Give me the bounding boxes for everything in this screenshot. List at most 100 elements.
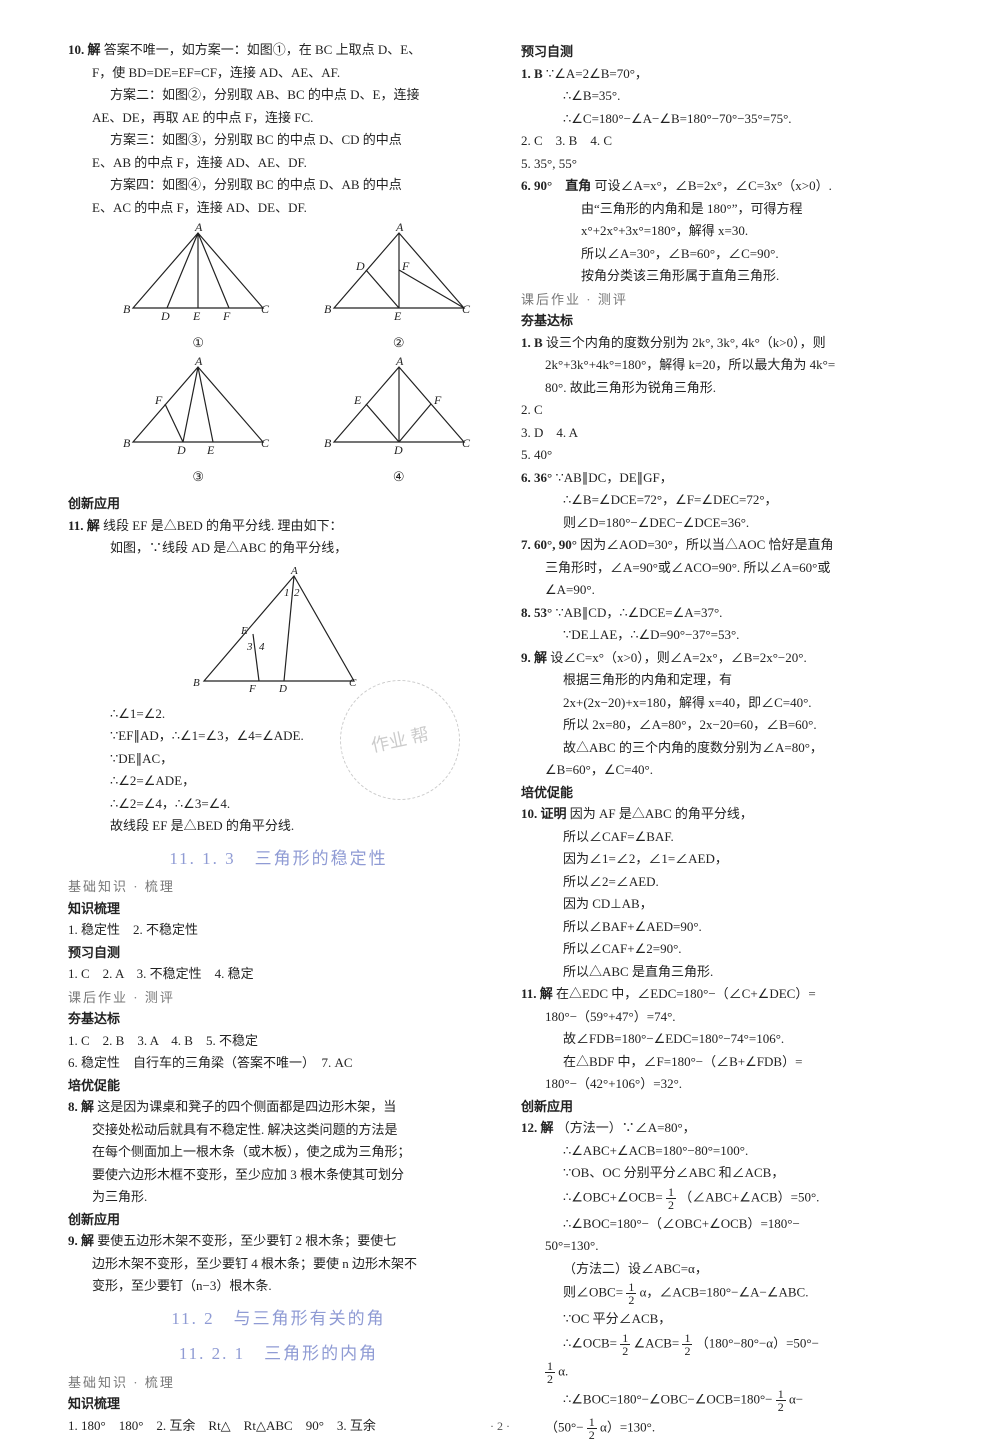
- kq12-m2-l4b: ∠ACB=: [634, 1335, 680, 1350]
- q8-l1: 这是因为课桌和凳子的四个侧面都是四边形木架，当: [97, 1099, 396, 1114]
- svg-text:C: C: [349, 677, 357, 689]
- kq6-header: 6. 36°: [521, 470, 552, 485]
- kq12-m2-l4d-line: 12 α.: [521, 1360, 942, 1385]
- svg-text:F: F: [248, 683, 256, 695]
- diag2-label: ②: [324, 333, 474, 353]
- kq9-l6: ∠B=60°，∠C=40°.: [521, 760, 942, 780]
- svg-text:A: A: [395, 357, 404, 368]
- zssl-heading-2: 知识梳理: [68, 1394, 489, 1414]
- q11-l2: 如图，∵线段 AD 是△ABC 的角平分线，: [68, 538, 489, 558]
- kq9-l4: 所以 2x=80，∠A=80°，2x−20=60，∠B=60°.: [521, 715, 942, 735]
- q11-l6: ∴∠2=∠ADE，: [68, 771, 489, 791]
- kq12-m2-l4c: （180°−80°−α）=50°−: [696, 1335, 819, 1350]
- cxyy-heading-2: 创新应用: [68, 1210, 489, 1230]
- kq12-m2-l4a: ∴∠OCB=: [563, 1335, 617, 1350]
- kq12-m1-l4a: ∴∠OBC+∠OCB=: [563, 1189, 663, 1204]
- q10-l5: 方案三：如图③，分别取 BC 的中点 D、CD 的中点: [68, 130, 489, 150]
- kq9-l2: 根据三角形的内角和定理，有: [521, 670, 942, 690]
- svg-text:E: E: [393, 309, 402, 323]
- kq7-header: 7. 60°, 90°: [521, 537, 577, 552]
- kq10: 10. 证明 因为 AF 是△ABC 的角平分线，: [521, 804, 942, 824]
- pycn-heading-1: 培优促能: [68, 1076, 489, 1096]
- q11-l7: ∴∠2=∠4，∴∠3=∠4.: [68, 794, 489, 814]
- jczs-heading-2: 基础知识 · 梳理: [68, 1373, 489, 1393]
- diagram-4: A BC EF D ④: [324, 357, 474, 487]
- rq6-l5: 按角分类该三角形属于直角三角形.: [521, 266, 942, 286]
- q9-l1: 要使五边形木架不变形，至少要钉 2 根木条；要使七: [97, 1233, 396, 1248]
- kq9: 9. 解 设∠C=x°（x>0），则∠A=2x°，∠B=2x°−20°.: [521, 648, 942, 668]
- svg-text:3: 3: [246, 641, 253, 653]
- svg-text:B: B: [324, 302, 332, 316]
- svg-text:A: A: [395, 223, 404, 234]
- kjdb-heading-1: 夯基达标: [68, 1009, 489, 1029]
- q9: 9. 解 要使五边形木架不变形，至少要钉 2 根木条；要使七: [68, 1231, 489, 1251]
- q8-l5: 为三角形.: [68, 1187, 489, 1207]
- diagram-2: A BC DF E ②: [324, 223, 474, 353]
- kq1-l3: 80°. 故此三角形为锐角三角形.: [521, 378, 942, 398]
- kq6: 6. 36° ∵AB∥DC，DE∥GF，: [521, 468, 942, 488]
- kjdb1-l2: 6. 稳定性 自行车的三角梁（答案不唯一） 7. AC: [68, 1053, 489, 1073]
- frac-half-3: 12: [620, 1332, 630, 1357]
- svg-text:F: F: [433, 393, 442, 407]
- right-column: 预习自测 1. B ∵∠A=2∠B=70°， ∴∠B=35°. ∴∠C=180°…: [505, 40, 950, 1419]
- kq12-m2-l4d: α.: [558, 1363, 568, 1378]
- kq9-l5: 故△ABC 的三个内角的度数分别为∠A=80°，: [521, 738, 942, 758]
- q10-l6: E、AB 的中点 F，连接 AD、AE、DF.: [68, 153, 489, 173]
- svg-text:E: E: [240, 625, 248, 637]
- kq34: 3. D 4. A: [521, 423, 942, 443]
- kq11-l3: 故∠FDB=180°−∠EDC=180°−74°=106°.: [521, 1029, 942, 1049]
- kq12-m2-l5b: α−: [789, 1391, 803, 1406]
- q8-l3: 在每个侧面加上一根木条（或木板），使之成为三角形；: [68, 1142, 489, 1162]
- svg-text:C: C: [462, 302, 471, 316]
- kq8-header: 8. 53°: [521, 605, 552, 620]
- svg-text:A: A: [194, 223, 203, 234]
- zssl1-line: 1. 稳定性 2. 不稳定性: [68, 920, 489, 940]
- kq12-m2-l2b: α，∠ACB=180°−∠A−∠ABC.: [640, 1284, 809, 1299]
- q11-l4: ∵EF∥AD，∴∠1=∠3，∠4=∠ADE.: [68, 726, 489, 746]
- q11-diagram: A BC E FD 12 34: [68, 566, 489, 696]
- svg-text:D: D: [160, 309, 170, 323]
- q9-header: 9. 解: [68, 1233, 94, 1248]
- kq10-l1: 因为 AF 是△ABC 的角平分线，: [570, 806, 753, 821]
- svg-text:C: C: [261, 436, 270, 450]
- kq10-l3: 因为∠1=∠2，∠1=∠AED，: [521, 849, 942, 869]
- frac-half-4: 12: [682, 1332, 692, 1357]
- kq1: 1. B 设三个内角的度数分别为 2k°, 3k°, 4k°（k>0），则: [521, 333, 942, 353]
- diagram-1: A BC DEF ①: [123, 223, 273, 353]
- q10-l3: 方案二：如图②，分别取 AB、BC 的中点 D、E，连接: [68, 85, 489, 105]
- kq6-l2: ∴∠B=∠DCE=72°，∠F=∠DEC=72°，: [521, 490, 942, 510]
- q10-l7: 方案四：如图④，分别取 BC 的中点 D、AB 的中点: [68, 175, 489, 195]
- kq8-l1: ∵AB∥CD，∴∠DCE=∠A=37°.: [555, 605, 722, 620]
- kq10-l4: 所以∠2=∠AED.: [521, 872, 942, 892]
- kq11: 11. 解 在△EDC 中，∠EDC=180°−（∠C+∠DEC）=: [521, 984, 942, 1004]
- diagram-3: A B C F D E ③: [123, 357, 273, 487]
- q11: 11. 解 线段 EF 是△BED 的角平分线. 理由如下：: [68, 516, 489, 536]
- svg-text:D: D: [176, 443, 186, 457]
- khzy-heading-1: 课后作业 · 测评: [68, 988, 489, 1008]
- svg-text:F: F: [154, 393, 163, 407]
- kq12-m1-l1: （方法一）∵∠A=80°，: [557, 1120, 696, 1135]
- svg-text:D: D: [393, 443, 403, 457]
- yxzc-heading-r: 预习自测: [521, 42, 942, 62]
- rq5: 5. 35°, 55°: [521, 154, 942, 174]
- svg-text:E: E: [192, 309, 201, 323]
- svg-text:D: D: [278, 683, 287, 695]
- svg-text:E: E: [206, 443, 215, 457]
- svg-text:F: F: [401, 259, 410, 273]
- kjdb1-l1: 1. C 2. B 3. A 4. B 5. 不稳定: [68, 1031, 489, 1051]
- kq12-m1-l5a: ∴∠BOC=180°−（∠OBC+∠OCB）=180°−: [521, 1214, 942, 1234]
- chapter-11-2: 11. 2 与三角形有关的角: [68, 1306, 489, 1332]
- svg-text:A: A: [194, 357, 203, 368]
- q10: 10. 解 答案不唯一，如方案一：如图①，在 BC 上取点 D、E、: [68, 40, 489, 60]
- kq12-m2-l3: ∵OC 平分∠ACB，: [521, 1309, 942, 1329]
- svg-text:A: A: [290, 566, 298, 577]
- cxyy-heading-1: 创新应用: [68, 494, 489, 514]
- svg-text:B: B: [123, 436, 131, 450]
- kq8-l2: ∵DE⊥AE，∴∠D=90°−37°=53°.: [521, 625, 942, 645]
- kq10-l2: 所以∠CAF=∠BAF.: [521, 827, 942, 847]
- cxyy-heading-r: 创新应用: [521, 1097, 942, 1117]
- chapter-11-1-3: 11. 1. 3 三角形的稳定性: [68, 846, 489, 872]
- rq1-l3: ∴∠C=180°−∠A−∠B=180°−70°−35°=75°.: [521, 109, 942, 129]
- diag3-label: ③: [123, 467, 273, 487]
- rq1-l1: ∵∠A=2∠B=70°，: [546, 66, 648, 81]
